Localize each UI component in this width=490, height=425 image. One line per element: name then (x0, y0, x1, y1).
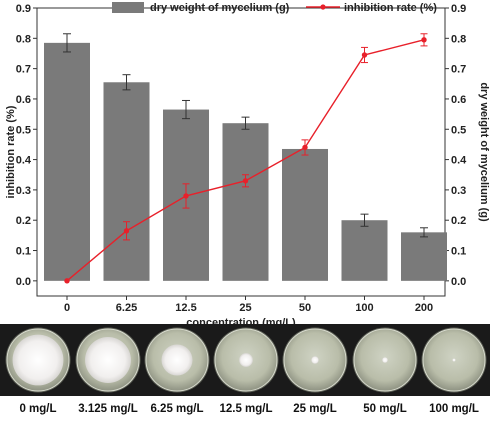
petri-dishes (5, 327, 487, 393)
y-tick-label-right: 0.0 (451, 276, 466, 288)
y-tick-label-right: 0.1 (451, 246, 466, 258)
legend-bar-swatch (112, 2, 144, 13)
y-tick-label-left: 0.6 (16, 94, 31, 106)
fungal-colony (239, 353, 253, 367)
bar-series (44, 42, 447, 281)
y-tick-label-right: 0.5 (451, 124, 466, 136)
line-point (421, 37, 427, 43)
y-tick-label-left: 0.4 (16, 155, 32, 167)
line-point (361, 52, 368, 58)
legend-line-marker (320, 4, 326, 10)
y-tick-label-left: 0.8 (16, 33, 31, 45)
dish-concentration-label: 12.5 mg/L (219, 403, 273, 415)
line-point (242, 178, 249, 184)
y-tick-label-left: 0.7 (16, 64, 31, 76)
bar (401, 232, 447, 281)
dish-concentration-label: 25 mg/L (293, 403, 337, 415)
line-point (183, 193, 189, 199)
y-tick-label-left: 0.9 (16, 3, 31, 15)
dish-concentration-label: 50 mg/L (363, 403, 407, 415)
dish-concentration-label: 6.25 mg/L (150, 403, 204, 415)
line-series (64, 33, 428, 284)
fungal-colony (12, 334, 64, 386)
fungal-colony (85, 337, 131, 383)
y-tick-label-right: 0.3 (451, 185, 466, 197)
combo-chart: 0.0 0.1 0.2 0.3 0.4 0.5 0.6 0.7 0.8 0.9 0.0 0.1 0.2… (5, 2, 490, 329)
x-tick-label: 100 (355, 302, 373, 314)
y-tick-label-right: 0.9 (451, 3, 466, 15)
x-tick-label: 50 (299, 302, 311, 314)
y-tick-label-right: 0.4 (451, 155, 467, 167)
line-point (302, 144, 308, 151)
fungal-colony (161, 344, 193, 376)
y-tick-label-left: 0.2 (16, 215, 31, 227)
bar (341, 220, 388, 281)
y-tick-label-left: 0.1 (16, 246, 31, 258)
bar (103, 82, 150, 281)
x-tick-label: 25 (239, 302, 251, 314)
legend-line-label: inhibition rate (%) (344, 2, 437, 14)
left-axis: 0.0 0.1 0.2 0.3 0.4 0.5 0.6 0.7 0.8 0.9 (16, 3, 37, 288)
line-point (64, 278, 70, 284)
petri-dish-photo-panel (0, 324, 490, 425)
fungal-colony (382, 357, 388, 363)
label-band (0, 396, 490, 425)
y-tick-label-right: 0.8 (451, 33, 466, 45)
x-axis: 0 6.25 12.5 25 50 100 200 (64, 296, 433, 314)
dish-concentration-label: 0 mg/L (19, 403, 57, 415)
x-tick-label: 6.25 (116, 302, 137, 314)
legend-bar-label: dry weight of mycelium (g) (150, 2, 290, 14)
dish-concentration-label: 100 mg/L (429, 403, 479, 415)
fungal-colony (311, 356, 319, 364)
x-tick-label: 0 (64, 302, 70, 314)
y-tick-label-right: 0.2 (451, 215, 466, 227)
line-point (123, 228, 130, 234)
bar (222, 123, 269, 281)
x-tick-label: 12.5 (175, 302, 196, 314)
y-tick-label-left: 0.5 (16, 124, 31, 136)
y-tick-label-left: 0.3 (16, 185, 31, 197)
bar-error-bars (63, 33, 428, 238)
y-axis-title-right: dry weight of mycelium (g) (478, 82, 490, 222)
x-tick-label: 200 (415, 302, 433, 314)
fungal-colony (452, 358, 456, 362)
legend: dry weight of mycelium (g) inhibition ra… (112, 2, 437, 14)
y-tick-label-right: 0.6 (451, 94, 466, 106)
y-tick-label-right: 0.7 (451, 64, 466, 76)
bar (282, 148, 328, 281)
y-axis-title-left: inhibition rate (%) (5, 105, 17, 198)
bar (44, 42, 90, 281)
plot-frame (36, 7, 446, 297)
y-tick-label-left: 0.0 (16, 276, 31, 288)
dish-concentration-label: 3.125 mg/L (78, 403, 138, 415)
right-axis: 0.0 0.1 0.2 0.3 0.4 0.5 0.6 0.7 0.8 0.9 (445, 3, 467, 288)
